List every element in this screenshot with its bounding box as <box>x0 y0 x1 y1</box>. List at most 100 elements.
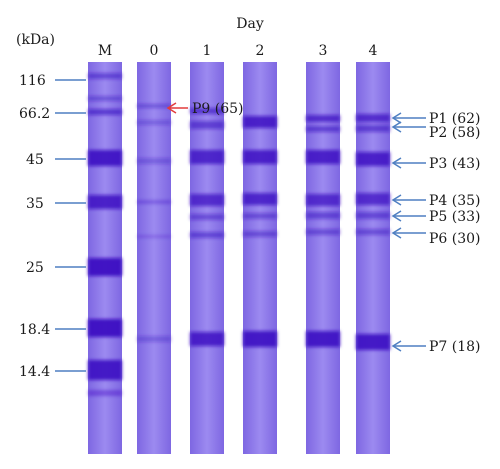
band <box>137 336 171 342</box>
band <box>88 96 122 101</box>
band <box>306 115 340 122</box>
lane-strip <box>190 62 224 454</box>
marker-116: 116 <box>19 73 86 89</box>
arrow-head <box>166 102 177 114</box>
band <box>356 114 390 122</box>
band <box>88 360 122 380</box>
annotation-p1: P1 (62) <box>391 111 481 127</box>
band <box>88 109 122 115</box>
band <box>88 195 122 209</box>
marker-18-4: 18.4 <box>19 322 86 338</box>
lane-M: M <box>88 43 122 454</box>
band <box>356 125 390 132</box>
marker-35: 35 <box>26 196 86 212</box>
marker-label: 35 <box>26 196 44 212</box>
marker-14-4: 14.4 <box>19 364 86 380</box>
band <box>88 150 122 166</box>
arrow-head <box>391 210 402 222</box>
lane-label: 3 <box>319 43 328 59</box>
band <box>243 213 277 219</box>
band <box>306 229 340 235</box>
marker-label: 25 <box>26 260 44 276</box>
annotation-label: P4 (35) <box>429 193 481 209</box>
annotation-label: P6 (30) <box>429 231 481 247</box>
lane-day-0: 0 <box>137 43 171 454</box>
arrow-head <box>391 227 402 239</box>
lane-bands <box>137 104 171 342</box>
annotation-p4: P4 (35) <box>391 193 481 209</box>
band <box>190 232 224 238</box>
arrow-head <box>391 340 402 352</box>
marker-66-2: 66.2 <box>19 106 86 122</box>
band <box>88 390 122 396</box>
marker-25: 25 <box>26 260 86 276</box>
marker-label: 18.4 <box>19 322 50 338</box>
unit-label: (kDa) <box>16 32 55 48</box>
annotation-label: P3 (43) <box>429 156 481 172</box>
lane-bands <box>356 114 390 350</box>
band <box>356 212 390 219</box>
annotation-label: P2 (58) <box>429 125 481 141</box>
marker-label: 45 <box>26 152 44 168</box>
lane-label: M <box>98 43 112 59</box>
band <box>137 235 171 238</box>
band <box>243 150 277 164</box>
band <box>137 104 171 108</box>
lane-bands <box>243 116 277 347</box>
band <box>356 334 390 350</box>
arrow-head <box>391 157 402 169</box>
marker-45: 45 <box>26 152 86 168</box>
band <box>190 108 224 114</box>
band <box>356 229 390 235</box>
day-label: Day <box>236 16 264 32</box>
annotation-label: P7 (18) <box>429 339 481 355</box>
lane-bands <box>190 108 224 346</box>
band <box>88 258 122 276</box>
lane-day-1: 1 <box>190 43 224 454</box>
band <box>356 193 390 205</box>
band <box>306 150 340 164</box>
annotation-p3: P3 (43) <box>391 156 481 172</box>
annotation-p7: P7 (18) <box>391 339 481 355</box>
annotation-label: P9 (65) <box>192 101 244 117</box>
band <box>306 194 340 206</box>
lane-bands <box>306 115 340 347</box>
band <box>88 319 122 337</box>
band <box>243 116 277 128</box>
marker-label: 14.4 <box>19 364 50 380</box>
marker-label: 66.2 <box>19 106 50 122</box>
marker-label: 116 <box>19 73 46 89</box>
band <box>243 231 277 237</box>
lane-label: 1 <box>203 43 212 59</box>
band <box>243 193 277 205</box>
band <box>190 150 224 164</box>
band <box>306 212 340 219</box>
band <box>356 152 390 166</box>
lane-day-3: 3 <box>306 43 340 454</box>
band <box>243 331 277 347</box>
lane-label: 2 <box>256 43 265 59</box>
lane-strip <box>137 62 171 454</box>
annotation-p6: P6 (30) <box>391 227 481 247</box>
band <box>306 331 340 347</box>
band <box>190 194 224 206</box>
annotation-p9: P9 (65) <box>166 101 244 117</box>
lane-day-4: 4 <box>356 43 390 454</box>
annotation-p5: P5 (33) <box>391 209 481 225</box>
annotation-label: P1 (62) <box>429 111 481 127</box>
annotation-p2: P2 (58) <box>391 121 481 141</box>
band <box>306 126 340 132</box>
arrow-head <box>391 194 402 206</box>
band <box>190 332 224 346</box>
band <box>190 121 224 129</box>
band <box>137 200 171 204</box>
band <box>190 214 224 220</box>
lane-label: 0 <box>150 43 159 59</box>
band <box>137 158 171 164</box>
annotation-label: P5 (33) <box>429 209 481 225</box>
band <box>137 120 171 125</box>
lane-bands <box>88 73 122 396</box>
band <box>88 73 122 79</box>
